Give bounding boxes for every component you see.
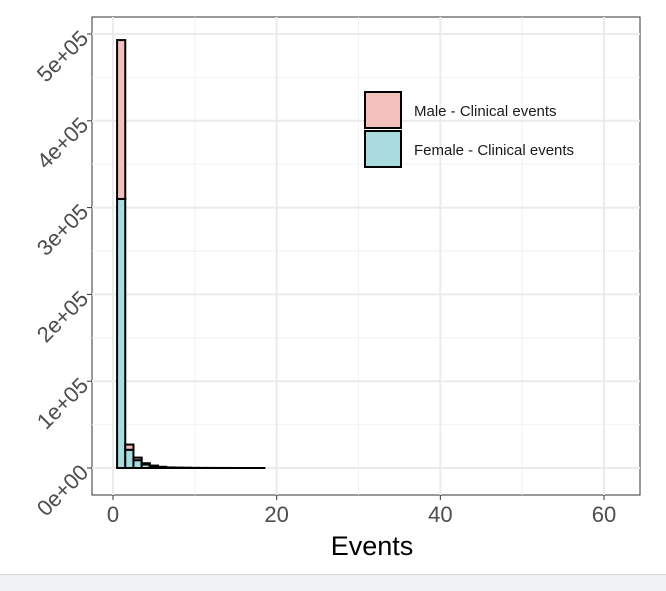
x-tick-label: 60 bbox=[592, 502, 616, 527]
y-tick-label: 4e+05 bbox=[32, 112, 93, 173]
y-tick-label: 0e+00 bbox=[32, 460, 93, 521]
x-axis-title: Events bbox=[331, 531, 414, 561]
legend-label-male: Male - Clinical events bbox=[414, 103, 557, 120]
x-axis-ticks: 0 20 40 60 bbox=[107, 495, 616, 527]
legend-label-female: Female - Clinical events bbox=[414, 142, 574, 159]
bar-female bbox=[133, 460, 141, 468]
bar-female bbox=[125, 450, 133, 468]
bar-male bbox=[125, 445, 133, 450]
y-tick-label: 1e+05 bbox=[32, 373, 93, 434]
x-tick-label: 20 bbox=[264, 502, 288, 527]
y-tick-label: 3e+05 bbox=[32, 199, 93, 260]
x-tick-label: 0 bbox=[107, 502, 119, 527]
legend-key-female bbox=[365, 131, 401, 167]
bar-male bbox=[142, 463, 150, 464]
bar-male bbox=[133, 458, 141, 461]
plot-panel bbox=[92, 17, 640, 495]
y-tick-label: 5e+05 bbox=[32, 26, 93, 87]
y-axis-ticks: 0e+00 1e+05 2e+05 3e+05 4e+05 5e+05 bbox=[32, 26, 93, 521]
y-tick-label: 2e+05 bbox=[32, 286, 93, 347]
legend-key-male bbox=[365, 92, 401, 128]
x-tick-label: 40 bbox=[428, 502, 452, 527]
bar-male bbox=[150, 466, 158, 467]
bottom-status-strip bbox=[0, 574, 666, 591]
bar-male bbox=[117, 40, 125, 199]
bar-female bbox=[117, 199, 125, 468]
